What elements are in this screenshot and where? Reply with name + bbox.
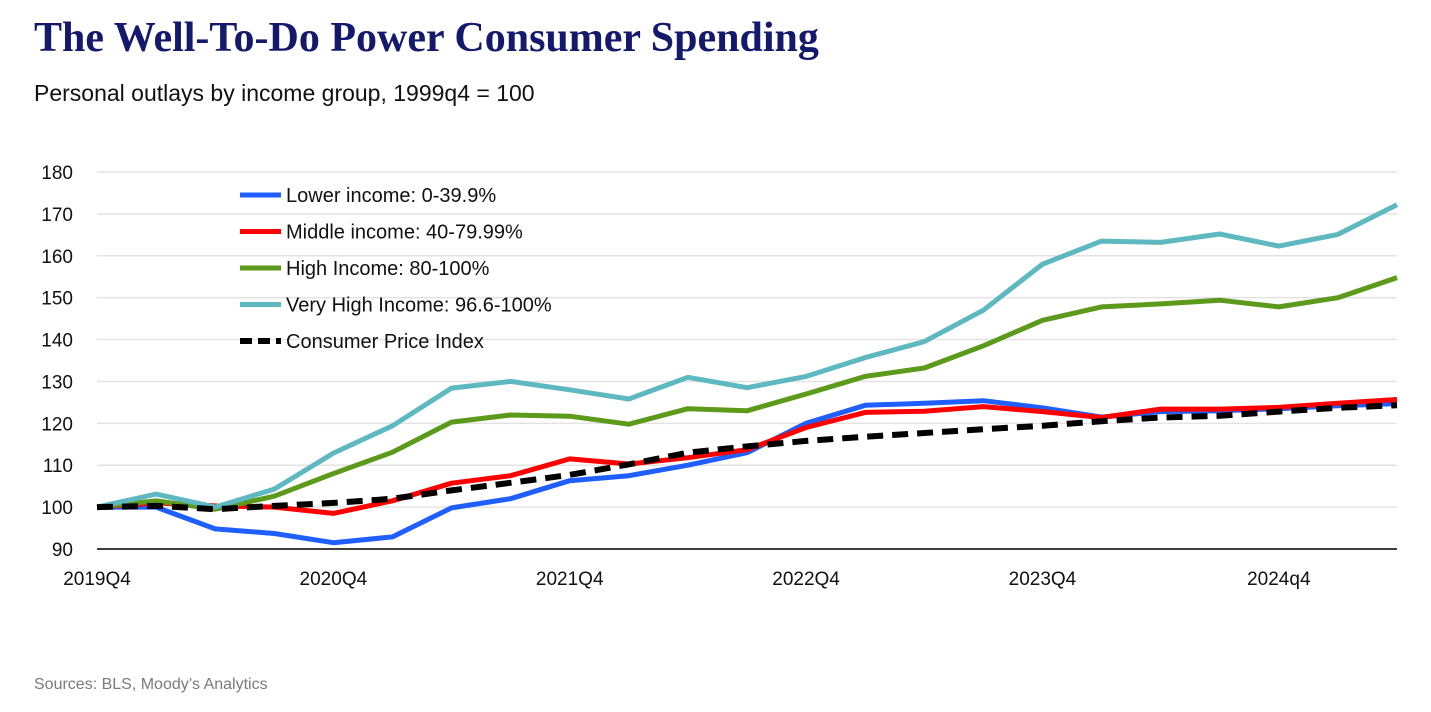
y-tick-label: 110 [43, 456, 73, 477]
x-tick-label: 2024q4 [1247, 569, 1311, 590]
source-note: Sources: BLS, Moody’s Analytics [34, 676, 268, 693]
series-lines [96, 202, 1399, 546]
y-tick-label: 140 [41, 331, 73, 352]
legend-label: Very High Income: 96.6-100% [286, 295, 552, 317]
series-line-3 [96, 275, 1398, 512]
legend: Lower income: 0-39.9% Middle income: 40-7… [240, 185, 552, 353]
legend-label: High Income: 80-100% [286, 258, 490, 280]
x-axis-ticks: 2019Q4 2020Q4 2021Q4 2022Q4 2023Q4 2024q4 [63, 569, 1311, 590]
legend-label: Lower income: 0-39.9% [286, 185, 496, 207]
y-axis-ticks: 90 100 110 120 130 140 150 160 170 180 [41, 163, 73, 561]
y-tick-label: 90 [52, 540, 73, 561]
series-line-5 [96, 402, 1398, 513]
x-tick-label: 2022Q4 [772, 569, 840, 590]
series-line-2 [96, 397, 1398, 516]
x-tick-label: 2019Q4 [63, 569, 131, 590]
chart-subtitle: Personal outlays by income group, 1999q4… [34, 80, 535, 106]
series-line-4 [96, 202, 1399, 510]
legend-label: Middle income: 40-79.99% [286, 222, 523, 244]
legend-label: Consumer Price Index [286, 331, 484, 353]
y-tick-label: 120 [41, 414, 73, 435]
x-tick-label: 2021Q4 [536, 569, 604, 590]
series-line-1 [97, 398, 1398, 546]
x-tick-label: 2023Q4 [1009, 569, 1077, 590]
y-tick-label: 150 [41, 289, 73, 310]
x-tick-label: 2020Q4 [300, 569, 368, 590]
y-tick-label: 100 [41, 498, 73, 519]
gridlines [97, 171, 1397, 508]
y-tick-label: 130 [41, 372, 73, 393]
y-tick-label: 160 [41, 247, 73, 268]
y-tick-label: 180 [41, 163, 73, 184]
y-tick-label: 170 [41, 205, 73, 226]
chart-title: The Well-To-Do Power Consumer Spending [34, 15, 819, 61]
